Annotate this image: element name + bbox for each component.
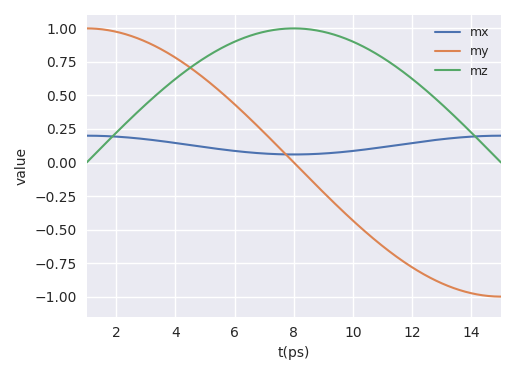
mx: [489, 134, 495, 138]
mx: [331, 150, 337, 155]
mx: [280, 152, 286, 157]
mz: [280, 27, 286, 31]
mz: [309, 27, 315, 32]
my: [283, 152, 289, 157]
mx: [283, 152, 289, 157]
mz: [84, 160, 90, 165]
mz: [489, 151, 495, 156]
my: [488, 294, 494, 298]
Legend: mx, my, mz: mx, my, mz: [430, 21, 495, 83]
mz: [424, 89, 430, 93]
mx: [84, 134, 90, 138]
mz: [291, 26, 297, 31]
my: [498, 294, 504, 299]
mx: [309, 152, 315, 156]
mz: [498, 160, 504, 165]
mz: [331, 32, 337, 37]
mx: [424, 139, 430, 143]
my: [280, 150, 286, 154]
Line: my: my: [87, 28, 501, 297]
my: [84, 26, 90, 31]
mz: [283, 26, 289, 31]
X-axis label: t(ps): t(ps): [278, 346, 310, 360]
my: [308, 177, 314, 182]
my: [330, 200, 336, 204]
Line: mz: mz: [87, 28, 501, 162]
my: [423, 273, 429, 278]
mx: [498, 134, 504, 138]
mx: [291, 152, 297, 157]
Y-axis label: value: value: [15, 147, 29, 185]
Line: mx: mx: [87, 136, 501, 154]
